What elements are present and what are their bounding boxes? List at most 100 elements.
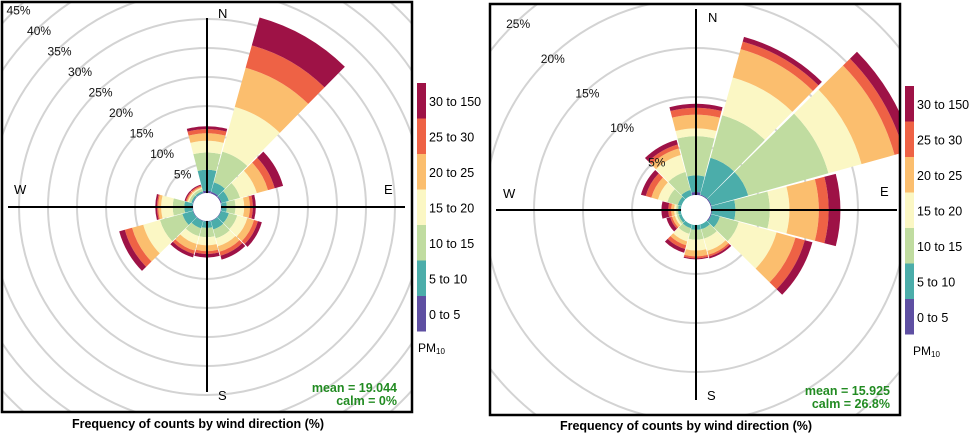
- petals-right: [640, 36, 900, 295]
- petal-segment: [668, 171, 691, 196]
- petals-left: [119, 17, 345, 271]
- petal-segment: [185, 191, 193, 202]
- ring-label: 10%: [610, 121, 634, 135]
- legend-label: 15 to 20: [429, 201, 474, 215]
- legend-label: 30 to 150: [917, 98, 969, 112]
- petal-segment: [700, 220, 710, 230]
- petal-segment: [713, 216, 739, 242]
- legend-label: 10 to 15: [917, 240, 962, 254]
- legend-label: 15 to 20: [917, 204, 962, 218]
- petal-segment: [119, 229, 147, 271]
- petal-segment: [217, 210, 229, 223]
- petal-segment: [193, 189, 203, 196]
- petal-segment: [210, 216, 218, 222]
- windrose-panel-right: 5% 10% 15% 20% 25% N E S W mean = 15.925 cal…: [338, 0, 975, 435]
- ring-label: 45%: [7, 4, 31, 18]
- grid-ring: [338, 0, 975, 435]
- petal-segment: [794, 89, 862, 174]
- petal-segment: [213, 223, 230, 239]
- petal-segment: [216, 196, 222, 204]
- panel-frame-left: [0, 0, 414, 414]
- petal-segment: [672, 215, 681, 228]
- petal-segment: [143, 220, 173, 254]
- center-hole-left: [193, 193, 221, 221]
- petal-segment: [215, 230, 236, 247]
- petal-segment: [818, 65, 895, 165]
- petal-segment: [191, 195, 197, 204]
- petal-segment: [243, 162, 268, 194]
- petal-segment: [676, 214, 684, 224]
- legend-swatch: [905, 299, 914, 335]
- ring-label: 35%: [48, 45, 72, 59]
- petal-segment: [682, 220, 692, 229]
- petal-segment: [182, 210, 197, 225]
- petal-segment: [670, 233, 688, 246]
- petal-segment: [740, 41, 819, 91]
- legend-swatch: [417, 225, 426, 261]
- petal-segment: [185, 222, 202, 237]
- petal-segment: [722, 77, 793, 140]
- petal-segment: [843, 58, 900, 155]
- legend-swatch: [417, 154, 426, 190]
- center-hole-right: [681, 195, 711, 225]
- compass-s-right: S: [707, 388, 716, 403]
- petal-segment: [172, 239, 195, 255]
- ring-label: 25%: [89, 86, 113, 100]
- legend-label: 0 to 5: [917, 311, 948, 325]
- petal-segment: [769, 237, 805, 290]
- petal-segment: [674, 215, 682, 226]
- legend-swatch: [417, 118, 426, 154]
- legend-label: 0 to 5: [429, 308, 460, 322]
- petal-segment: [708, 244, 732, 259]
- ring-label: 40%: [27, 24, 51, 38]
- petal-segment: [132, 224, 160, 262]
- petal-segment: [655, 154, 686, 182]
- petal-segment: [190, 184, 202, 192]
- petal-segment: [210, 191, 219, 198]
- petal-segment: [670, 216, 679, 229]
- petal-segment: [241, 220, 258, 245]
- ring-labels-right: 5% 10% 15% 20% 25%: [506, 17, 666, 170]
- petal-segment: [192, 186, 202, 193]
- petal-segment: [673, 227, 690, 242]
- legend-label: 5 to 10: [429, 272, 467, 286]
- compass-s-left: S: [218, 388, 227, 403]
- x-axis-label-right: Frequency of counts by wind direction (%…: [560, 419, 812, 433]
- petal-segment: [222, 106, 280, 166]
- petal-segment: [742, 36, 822, 86]
- mean-stat-left: mean = 19.044: [312, 381, 397, 395]
- petal-segment: [244, 221, 262, 247]
- petal-segment: [210, 217, 224, 230]
- legend-swatch: [417, 296, 426, 332]
- petal-segment: [706, 198, 712, 206]
- petal-segment: [191, 217, 204, 229]
- legend-swatch: [905, 121, 914, 157]
- petal-segment: [211, 182, 225, 196]
- petal-segment: [229, 215, 248, 237]
- legend-label: 25 to 30: [429, 130, 474, 144]
- petal-segment: [700, 157, 734, 199]
- legend-title-left: PM10: [418, 341, 445, 356]
- ring-labels-left: 5%10% 15% 20% 25% 30% 35% 40% 45%: [7, 4, 192, 182]
- legend-label: 5 to 10: [917, 275, 955, 289]
- legend-left: 30 to 150 25 to 30 20 to 25 15 to 20 10 to 1…: [417, 83, 481, 332]
- petal-segment: [664, 238, 686, 253]
- ring-label: 30%: [68, 65, 92, 79]
- petal-segment: [159, 213, 189, 242]
- petal-segment: [196, 216, 204, 222]
- petal-segment: [727, 221, 777, 269]
- petal-segment: [703, 231, 726, 251]
- legend-swatch: [905, 192, 914, 228]
- petal-segment: [734, 113, 829, 196]
- petal-segment: [701, 224, 717, 239]
- petal-segment: [645, 173, 663, 198]
- petal-segment: [216, 210, 222, 218]
- petal-segment: [707, 240, 729, 255]
- legend-swatch: [905, 86, 914, 122]
- petal-segment: [683, 256, 709, 260]
- petal-segment: [257, 151, 284, 189]
- petal-segment: [644, 139, 678, 162]
- petal-segment: [776, 240, 813, 295]
- petal-segment: [667, 189, 683, 205]
